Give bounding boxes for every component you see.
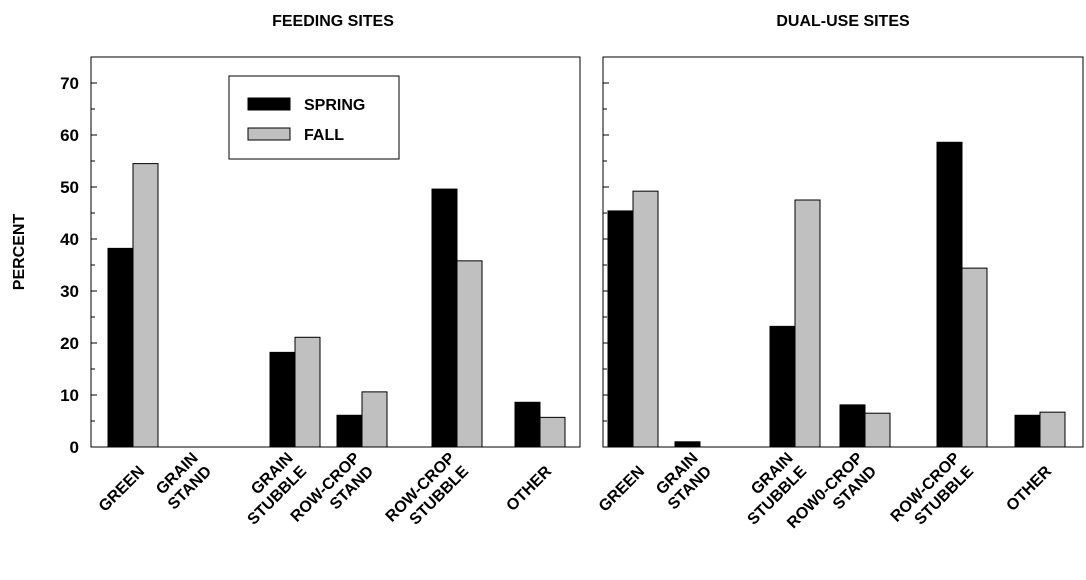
y-tick-label: 40 — [60, 230, 79, 249]
bar-spring — [514, 401, 541, 448]
bar-spring — [674, 441, 701, 448]
bar-spring — [1014, 414, 1041, 448]
legend: SPRING FALL — [228, 75, 400, 160]
legend-swatch-fall — [247, 127, 291, 141]
legend-swatch-spring — [247, 97, 291, 111]
bar-fall — [794, 199, 821, 448]
bar-spring — [431, 188, 458, 448]
y-tick-label: 20 — [60, 334, 79, 353]
bar-fall — [132, 163, 159, 448]
category-label: ROW-CROPSTUBBLE — [383, 449, 473, 539]
bar-spring — [839, 404, 866, 448]
feeding-sites-panel: FEEDING SITES 0 10 20 30 40 50 60 70 PERCENT GREEN… — [11, 13, 581, 539]
category-label-line: GREEN — [96, 463, 148, 515]
category-label: OTHER — [503, 463, 555, 515]
category-label: ROW-CROPSTUBBLE — [888, 449, 978, 539]
bar-fall — [539, 416, 566, 448]
category-label-line: OTHER — [1003, 463, 1055, 515]
bar-fall — [294, 336, 321, 448]
bar-fall — [1039, 411, 1066, 448]
bar-fall — [961, 267, 988, 448]
bar-fall — [361, 391, 388, 448]
bar-fall — [632, 190, 659, 448]
category-label-line: GREEN — [596, 463, 648, 515]
bar-spring — [607, 210, 634, 448]
chart-title: FEEDING SITES — [272, 13, 394, 30]
category-label-line: OTHER — [503, 463, 555, 515]
category-label: ROW-CROPSTAND — [288, 449, 378, 539]
y-tick-label: 0 — [70, 438, 79, 457]
bar-spring — [336, 414, 363, 448]
plot-frame — [602, 56, 1084, 448]
category-label: GRAINSTAND — [651, 450, 715, 514]
bar-spring — [107, 247, 134, 448]
bar-spring — [269, 351, 296, 448]
y-axis-label: PERCENT — [11, 214, 28, 291]
y-tick-label: 10 — [60, 386, 79, 405]
category-label: GRAINSTAND — [151, 450, 215, 514]
bar-fall — [456, 260, 483, 448]
legend-box — [228, 75, 400, 160]
bar-spring — [936, 141, 963, 448]
category-label: GREEN — [96, 463, 148, 515]
legend-label-spring: SPRING — [304, 97, 365, 114]
category-label: GREEN — [596, 463, 648, 515]
plot-frame — [90, 56, 581, 448]
chart-title: DUAL-USE SITES — [776, 13, 910, 30]
category-label: OTHER — [1003, 463, 1055, 515]
y-tick-label: 60 — [60, 126, 79, 145]
y-tick-label: 70 — [60, 74, 79, 93]
y-tick-label: 50 — [60, 178, 79, 197]
legend-label-fall: FALL — [304, 127, 344, 144]
bar-spring — [769, 325, 796, 448]
y-tick-label: 30 — [60, 282, 79, 301]
bar-fall — [864, 412, 891, 448]
